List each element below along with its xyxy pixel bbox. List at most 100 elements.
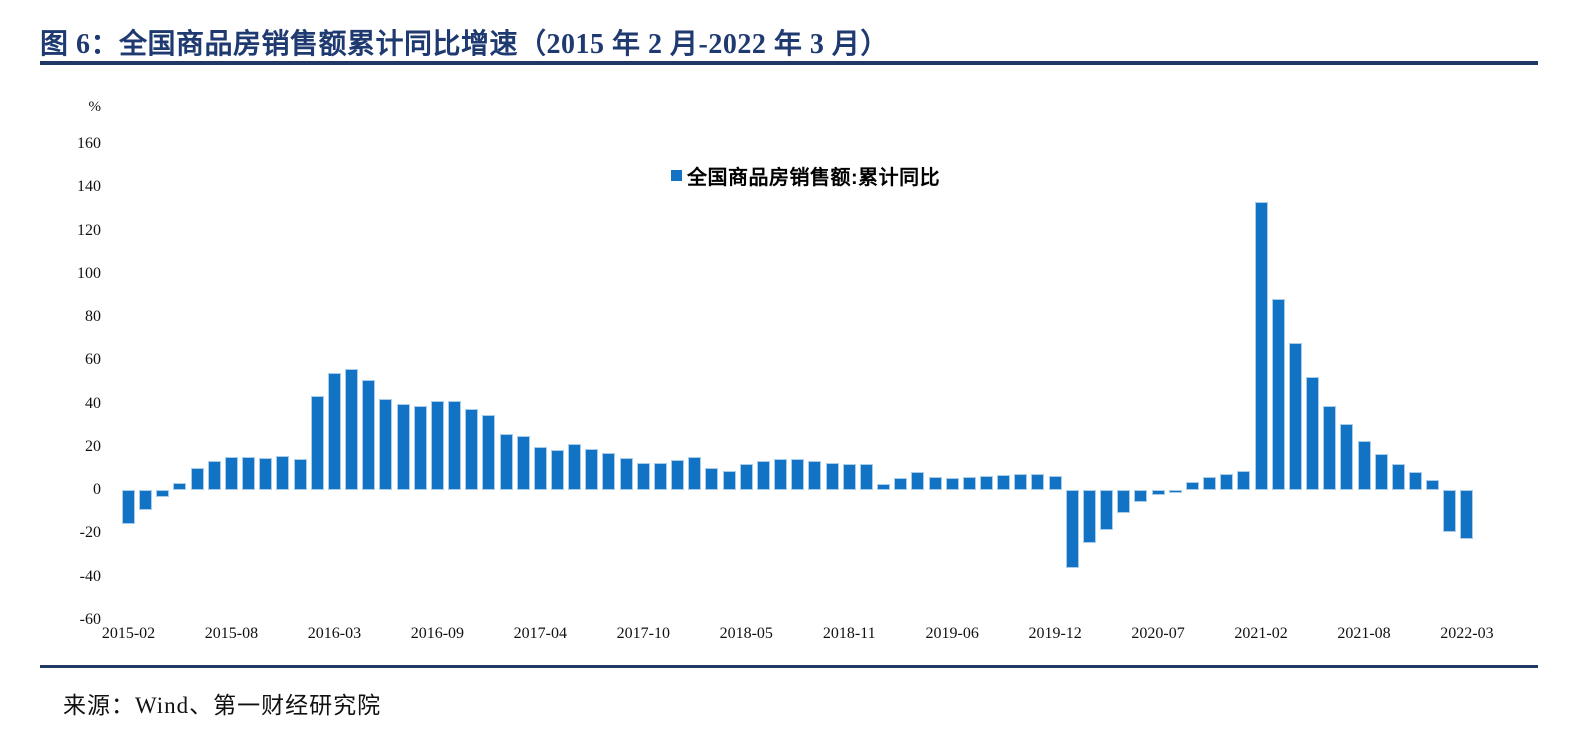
bar-2015-04 (156, 490, 170, 497)
y-tick-label: 40 (85, 394, 101, 412)
bar-2018-03 (705, 467, 719, 490)
x-tick-label: 2020-07 (1131, 625, 1185, 642)
bar-2021-04 (1288, 342, 1302, 490)
bar-2020-10 (1203, 477, 1217, 490)
bar-2019-06 (945, 477, 959, 490)
bar-2016-06 (379, 398, 393, 490)
bar-2016-02 (310, 395, 324, 490)
bar-2020-07 (1151, 490, 1165, 495)
bar-2021-07 (1340, 423, 1354, 490)
bar-2017-12 (671, 460, 685, 490)
bar-2019-11 (1031, 474, 1045, 490)
y-tick-label: -60 (79, 610, 101, 628)
x-tick-label: 2018-05 (719, 625, 773, 642)
bar-2020-02 (1065, 490, 1079, 568)
chart-area: 全国商品房销售额:累计同比 (0, 70, 1578, 660)
bar-2015-09 (242, 456, 256, 490)
bar-2021-06 (1323, 405, 1337, 490)
bar-2022-02 (1443, 490, 1457, 532)
bar-2021-05 (1306, 376, 1320, 490)
bar-2019-12 (1048, 475, 1062, 490)
bar-2021-11 (1409, 471, 1422, 490)
bar-2017-03 (516, 435, 530, 490)
y-tick-label: 120 (77, 221, 101, 239)
bar-2017-11 (653, 462, 667, 490)
bar-2017-02 (499, 433, 513, 490)
bar-2018-04 (722, 470, 736, 490)
bar-2018-11 (842, 463, 856, 490)
x-tick-label: 2017-10 (616, 625, 670, 642)
bar-2015-10 (259, 457, 273, 490)
y-tick-label: 60 (85, 351, 101, 369)
bar-2016-07 (396, 403, 410, 490)
bar-2015-07 (207, 461, 221, 490)
bar-2017-08 (602, 452, 616, 490)
x-tick-label: 2021-08 (1337, 625, 1391, 642)
bar-2019-08 (980, 475, 993, 490)
bar-2015-03 (139, 490, 153, 511)
bar-2021-02 (1254, 201, 1268, 490)
bar-2015-11 (276, 456, 290, 490)
bar-2015-06 (190, 468, 204, 490)
bar-2020-03 (1082, 490, 1096, 544)
legend-label: 全国商品房销售额:累计同比 (687, 167, 941, 189)
bar-2021-12 (1426, 479, 1440, 490)
bar-2021-09 (1374, 454, 1388, 490)
bar-2017-10 (636, 462, 650, 490)
bar-2016-09 (430, 400, 444, 490)
bar-2020-08 (1168, 490, 1182, 494)
y-axis-unit-label: % (88, 99, 102, 115)
bar-2020-12 (1237, 471, 1251, 490)
bar-2018-09 (808, 461, 822, 490)
bar-2020-06 (1134, 490, 1148, 502)
bar-2017-06 (568, 443, 582, 490)
x-tick-label: 2019-06 (925, 625, 979, 642)
x-tick-label: 2015-02 (101, 625, 156, 642)
bar-2016-04 (345, 369, 359, 490)
x-tick-label: 2016-09 (410, 625, 465, 642)
y-tick-label: 20 (85, 437, 101, 455)
bar-2017-07 (585, 449, 599, 490)
bar-2022-03 (1460, 490, 1474, 540)
bar-2015-05 (173, 483, 187, 490)
bar-2018-07 (774, 458, 788, 490)
bar-2015-08 (224, 456, 238, 490)
bar-2018-08 (791, 458, 805, 490)
source-note: 来源：Wind、第一财经研究院 (63, 693, 382, 718)
y-tick-label: 160 (77, 135, 101, 152)
bar-2019-09 (997, 474, 1011, 490)
bar-2018-10 (825, 462, 839, 490)
x-tick-label: 2015-08 (204, 625, 259, 642)
legend-swatch (671, 170, 682, 181)
bar-2015-02 (122, 490, 135, 525)
bar-2020-11 (1220, 474, 1234, 490)
y-tick-label: 0 (93, 481, 101, 498)
legend: 全国商品房销售额:累计同比 (671, 161, 940, 190)
bar-2016-03 (327, 373, 341, 490)
y-tick-label: 140 (77, 178, 101, 196)
x-tick-label: 2018-11 (822, 625, 876, 642)
bar-2016-12 (482, 414, 496, 490)
bar-2016-08 (413, 406, 427, 490)
bar-2016-11 (465, 408, 479, 490)
bar-2021-08 (1357, 440, 1371, 490)
bar-2021-03 (1271, 298, 1285, 490)
x-tick-label: 2019-12 (1028, 625, 1082, 642)
bar-2019-07 (962, 476, 976, 490)
bar-2018-02 (688, 456, 702, 490)
bar-2017-04 (533, 446, 547, 490)
x-tick-label: 2017-04 (513, 625, 567, 642)
y-tick-label: 100 (77, 264, 101, 282)
bar-2019-03 (894, 477, 908, 490)
bar-2019-05 (928, 476, 942, 490)
bar-2019-02 (877, 483, 891, 490)
bar-2018-05 (739, 464, 753, 490)
bar-2020-05 (1117, 490, 1131, 513)
bar-2015-12 (293, 458, 307, 490)
x-tick-label: 2022-03 (1440, 625, 1494, 642)
footer-divider (40, 665, 1538, 668)
bar-2019-10 (1014, 474, 1028, 490)
bar-2019-04 (911, 472, 925, 490)
title-divider (40, 61, 1538, 65)
